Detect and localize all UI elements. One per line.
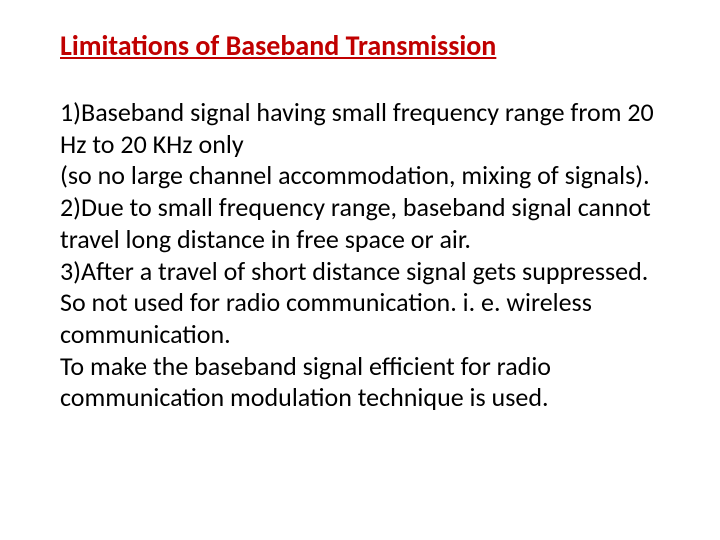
slide-title: Limitations of Baseband Transmission (60, 28, 660, 63)
slide: Limitations of Baseband Transmission 1)B… (0, 0, 720, 540)
body-line: 1)Baseband signal having small frequency… (60, 97, 660, 160)
body-line: To make the baseband signal efficient fo… (60, 351, 660, 414)
body-line: 2)Due to small frequency range, baseband… (60, 192, 660, 255)
body-line: 3)After a travel of short distance signa… (60, 256, 660, 351)
slide-body: 1)Baseband signal having small frequency… (60, 97, 660, 414)
body-line: (so no large channel accommodation, mixi… (60, 160, 660, 192)
